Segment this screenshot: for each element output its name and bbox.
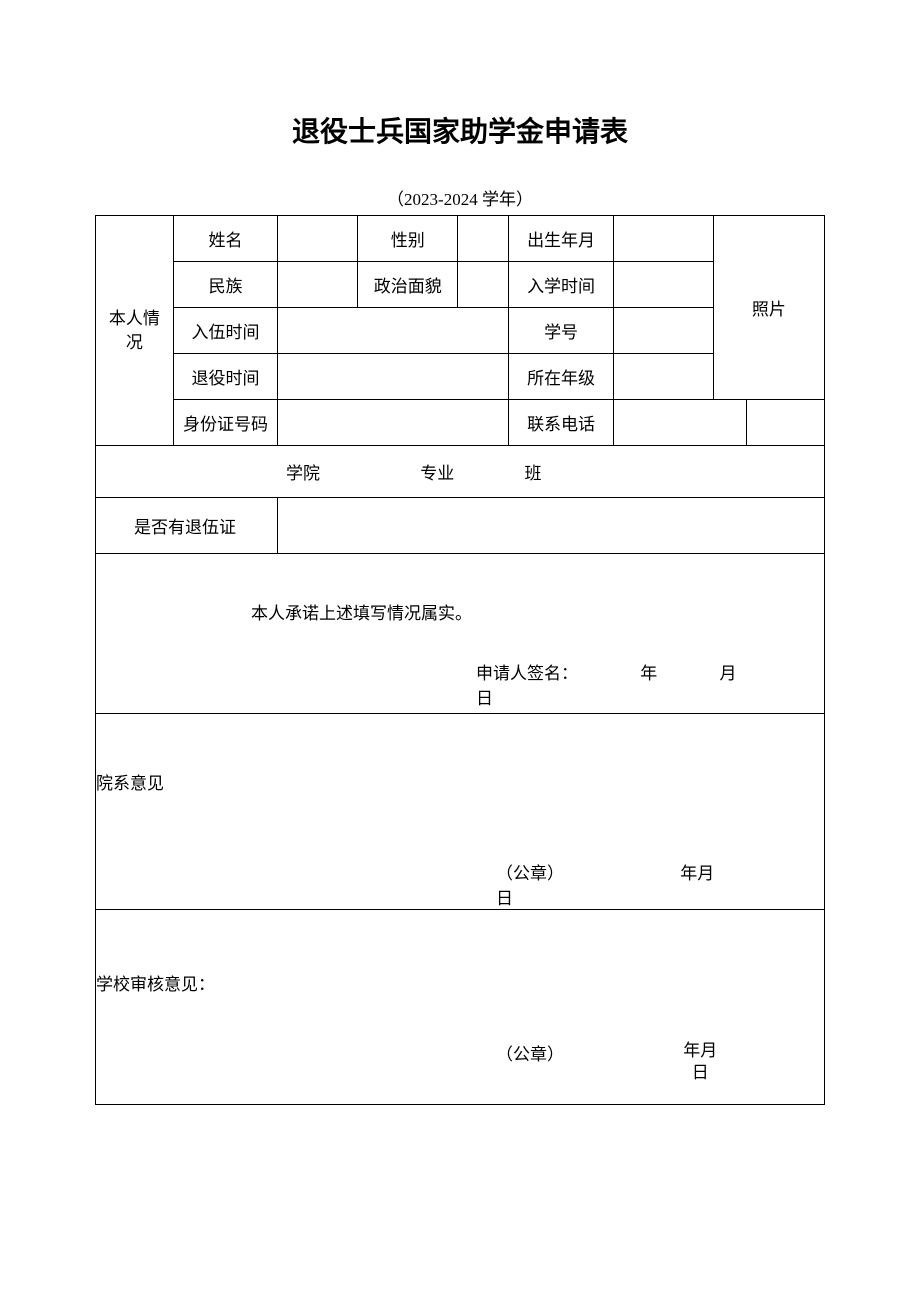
school-opinion-label: 学校审核意见：: [96, 970, 804, 995]
affiliation-row[interactable]: 学院 专业 班: [96, 446, 825, 498]
date-month: 月: [720, 659, 785, 684]
application-form-table: 本人情 况 姓名 性别 出生年月 照片 民族 政治面貌 入学时间 入伍时间 学号…: [95, 215, 825, 1105]
value-dob[interactable]: [613, 216, 713, 262]
photo-tab-cell: [747, 400, 825, 446]
department-opinion-section: 院系意见 （公章） 年月 日: [96, 714, 825, 910]
applicant-sign-label: 申请人签名：: [476, 659, 636, 684]
label-phone: 联系电话: [509, 400, 613, 446]
value-phone[interactable]: [613, 400, 746, 446]
label-student-id: 学号: [509, 308, 613, 354]
school-seal-line: （公章） 年月日: [96, 1040, 804, 1084]
dept-seal-line: （公章） 年月 日: [96, 859, 804, 909]
value-name[interactable]: [278, 216, 358, 262]
value-enroll-time[interactable]: [613, 262, 713, 308]
school-opinion-section: 学校审核意见： （公章） 年月日: [96, 910, 825, 1105]
value-gender[interactable]: [458, 216, 509, 262]
label-discharge-time: 退役时间: [173, 354, 277, 400]
value-grade[interactable]: [613, 354, 713, 400]
school-seal-label: （公章）: [496, 1040, 666, 1065]
value-political[interactable]: [458, 262, 509, 308]
label-enlist-time: 入伍时间: [173, 308, 277, 354]
value-student-id[interactable]: [613, 308, 713, 354]
photo-cell: 照片: [713, 216, 824, 400]
label-ethnicity: 民族: [173, 262, 277, 308]
affiliation-class: 班: [525, 459, 542, 484]
value-id-number[interactable]: [278, 400, 509, 446]
dept-date-day: 日: [496, 884, 513, 909]
label-gender: 性别: [358, 216, 458, 262]
label-id-number: 身份证号码: [173, 400, 277, 446]
personal-section-header: 本人情 况: [96, 216, 174, 446]
signature-line: 申请人签名： 年 月 日: [116, 659, 804, 709]
dept-date-ym: 年月: [680, 859, 795, 884]
document-subtitle: （2023-2024 学年）: [95, 185, 825, 210]
date-year: 年: [640, 659, 715, 684]
declaration-section: 本人承诺上述填写情况属实。 申请人签名： 年 月 日: [96, 554, 825, 714]
department-opinion-label: 院系意见: [96, 769, 804, 794]
value-discharge-time[interactable]: [278, 354, 509, 400]
document-title: 退役士兵国家助学金申请表: [95, 110, 825, 150]
label-name: 姓名: [173, 216, 277, 262]
label-enroll-time: 入学时间: [509, 262, 613, 308]
declaration-text: 本人承诺上述填写情况属实。: [116, 599, 804, 624]
affiliation-major: 专业: [420, 459, 520, 484]
affiliation-college: 学院: [286, 459, 416, 484]
date-day: 日: [476, 684, 493, 709]
label-grade: 所在年级: [509, 354, 613, 400]
dept-seal-label: （公章）: [496, 859, 676, 884]
label-discharge-cert: 是否有退伍证: [96, 498, 278, 554]
value-enlist-time[interactable]: [278, 308, 509, 354]
label-dob: 出生年月: [509, 216, 613, 262]
value-discharge-cert[interactable]: [278, 498, 825, 554]
label-political: 政治面貌: [358, 262, 458, 308]
school-date-block: 年月日: [670, 1040, 730, 1084]
value-ethnicity[interactable]: [278, 262, 358, 308]
